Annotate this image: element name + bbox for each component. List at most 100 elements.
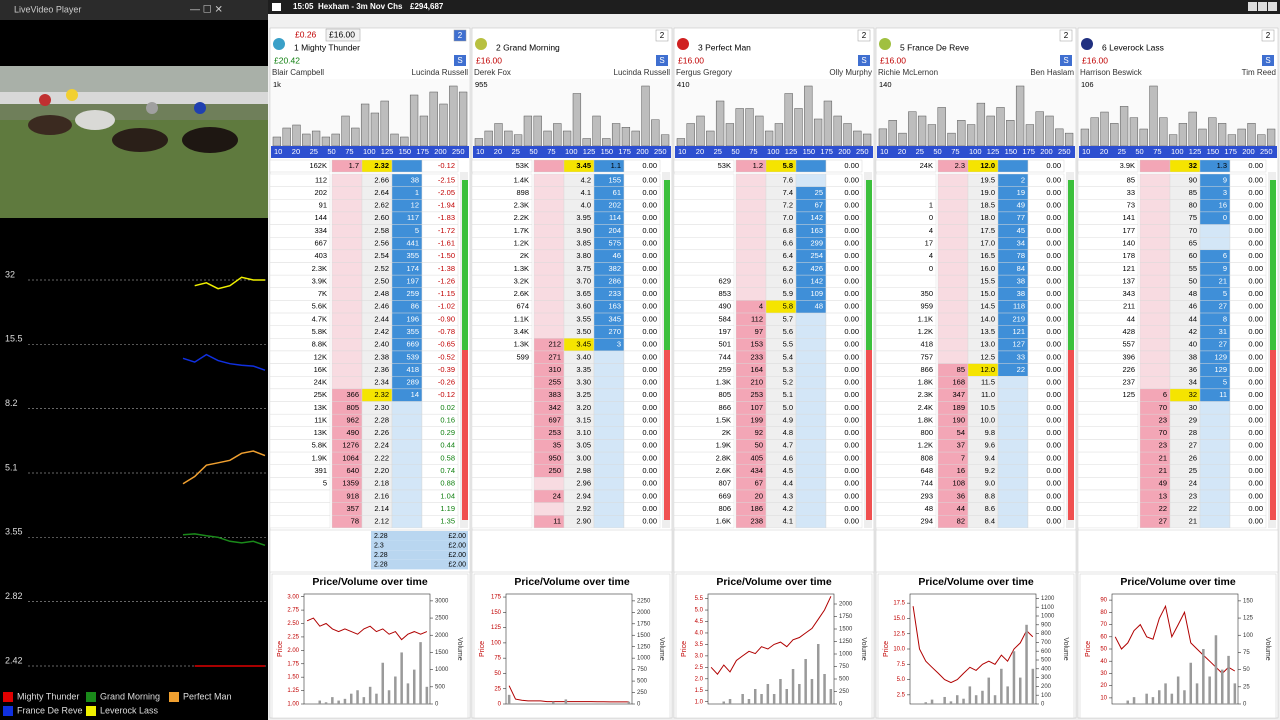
ladder-cell[interactable]	[593, 388, 625, 402]
window-controls[interactable]: — ☐ ✕	[190, 5, 223, 16]
ladder-cell[interactable]	[1139, 376, 1171, 390]
ladder-cell[interactable]	[391, 401, 423, 415]
ladder-cell[interactable]	[1139, 312, 1171, 326]
ladder-cell[interactable]	[937, 274, 969, 288]
order-row[interactable]	[371, 559, 468, 570]
ladder-cell[interactable]	[533, 224, 565, 238]
ladder-cell[interactable]	[795, 489, 827, 503]
ladder-cell[interactable]	[1139, 199, 1171, 213]
ladder-cell[interactable]	[1199, 401, 1231, 415]
ladder-cell[interactable]	[735, 236, 767, 251]
ladder-cell[interactable]	[795, 376, 827, 390]
ladder-cell[interactable]	[1199, 426, 1231, 440]
ladder-cell[interactable]	[735, 199, 767, 213]
ladder-cell[interactable]	[795, 515, 827, 529]
ladder-cell[interactable]	[937, 287, 969, 301]
ladder-cell[interactable]	[331, 173, 363, 187]
ladder-cell[interactable]	[1139, 287, 1171, 301]
ladder-cell[interactable]	[331, 186, 363, 200]
ladder-cell[interactable]	[533, 262, 565, 276]
s-button[interactable]	[656, 55, 668, 66]
ladder-cell[interactable]	[937, 262, 969, 276]
ladder-cell[interactable]	[533, 236, 565, 251]
ladder-cell[interactable]	[937, 199, 969, 213]
ladder-cell[interactable]	[593, 489, 625, 503]
ladder-cell[interactable]	[937, 236, 969, 251]
ladder-cell[interactable]	[1199, 464, 1231, 478]
ladder-cell[interactable]	[593, 350, 625, 364]
ladder-cell[interactable]	[593, 426, 625, 440]
ladder-cell[interactable]	[331, 338, 363, 352]
ladder-cell[interactable]	[997, 502, 1029, 516]
window-buttons[interactable]	[1248, 2, 1277, 11]
ladder-cell[interactable]	[1139, 262, 1171, 276]
ladder-cell[interactable]	[997, 439, 1029, 453]
ladder-cell[interactable]	[735, 173, 767, 187]
ladder-cell[interactable]	[997, 376, 1029, 390]
ladder-cell[interactable]	[937, 325, 969, 339]
ladder-cell[interactable]	[735, 274, 767, 288]
ladder-cell[interactable]	[533, 312, 565, 326]
ladder-cell[interactable]	[795, 325, 827, 339]
ladder-cell[interactable]	[997, 413, 1029, 428]
ladder-cell[interactable]	[533, 274, 565, 288]
ladder-cell[interactable]	[937, 249, 969, 263]
ladder-cell[interactable]	[997, 515, 1029, 529]
ladder-cell[interactable]	[937, 350, 969, 364]
ladder-cell[interactable]	[1199, 502, 1231, 516]
ladder-cell[interactable]	[593, 502, 625, 516]
ladder-cell[interactable]	[331, 287, 363, 301]
ladder-cell[interactable]	[1139, 186, 1171, 200]
ladder-cell[interactable]	[735, 211, 767, 225]
ladder-cell[interactable]	[391, 413, 423, 428]
ladder-cell[interactable]	[937, 338, 969, 352]
ladder-cell[interactable]	[937, 211, 969, 225]
ladder-cell[interactable]	[997, 464, 1029, 478]
ladder-cell[interactable]	[1139, 211, 1171, 225]
ladder-cell[interactable]	[795, 338, 827, 352]
ladder-cell[interactable]	[1139, 350, 1171, 364]
ladder-cell[interactable]	[1199, 451, 1231, 465]
ladder-cell[interactable]	[795, 350, 827, 364]
ladder-cell[interactable]	[331, 236, 363, 251]
ladder-cell[interactable]	[1199, 413, 1231, 428]
ladder-cell[interactable]	[1199, 224, 1231, 238]
ladder-cell[interactable]	[533, 477, 565, 491]
ladder-cell[interactable]	[593, 451, 625, 465]
ladder-cell[interactable]	[1199, 515, 1231, 529]
ladder-cell[interactable]	[331, 262, 363, 276]
ladder-cell[interactable]	[331, 350, 363, 364]
ladder-cell[interactable]	[391, 502, 423, 516]
ladder-cell[interactable]	[1199, 477, 1231, 491]
ladder-cell[interactable]	[593, 413, 625, 428]
ladder-cell[interactable]	[593, 401, 625, 415]
ladder-cell[interactable]	[533, 211, 565, 225]
ladder-cell[interactable]	[937, 186, 969, 200]
ladder-cell[interactable]	[1139, 325, 1171, 339]
ladder-cell[interactable]	[1139, 236, 1171, 251]
ladder-cell[interactable]	[331, 376, 363, 390]
ladder-cell[interactable]	[593, 363, 625, 377]
ladder-cell[interactable]	[997, 401, 1029, 415]
ladder-cell[interactable]	[1139, 224, 1171, 238]
ladder-cell[interactable]	[937, 224, 969, 238]
ladder-cell[interactable]	[795, 502, 827, 516]
ladder-cell[interactable]	[1199, 489, 1231, 503]
ladder-cell[interactable]	[1139, 363, 1171, 377]
ladder-cell[interactable]	[997, 388, 1029, 402]
ladder-cell[interactable]	[937, 312, 969, 326]
order-row[interactable]	[371, 550, 468, 560]
ladder-cell[interactable]	[795, 477, 827, 491]
ladder-cell[interactable]	[1139, 338, 1171, 352]
ladder-cell[interactable]	[795, 413, 827, 428]
ladder-cell[interactable]	[391, 464, 423, 478]
ladder-cell[interactable]	[331, 224, 363, 238]
order-row[interactable]	[371, 540, 468, 551]
ladder-cell[interactable]	[533, 249, 565, 263]
order-row[interactable]	[371, 531, 468, 541]
ladder-cell[interactable]	[533, 502, 565, 516]
ladder-cell[interactable]	[391, 439, 423, 453]
ladder-cell[interactable]	[997, 477, 1029, 491]
ladder-cell[interactable]	[735, 262, 767, 276]
ladder-cell[interactable]	[997, 451, 1029, 465]
